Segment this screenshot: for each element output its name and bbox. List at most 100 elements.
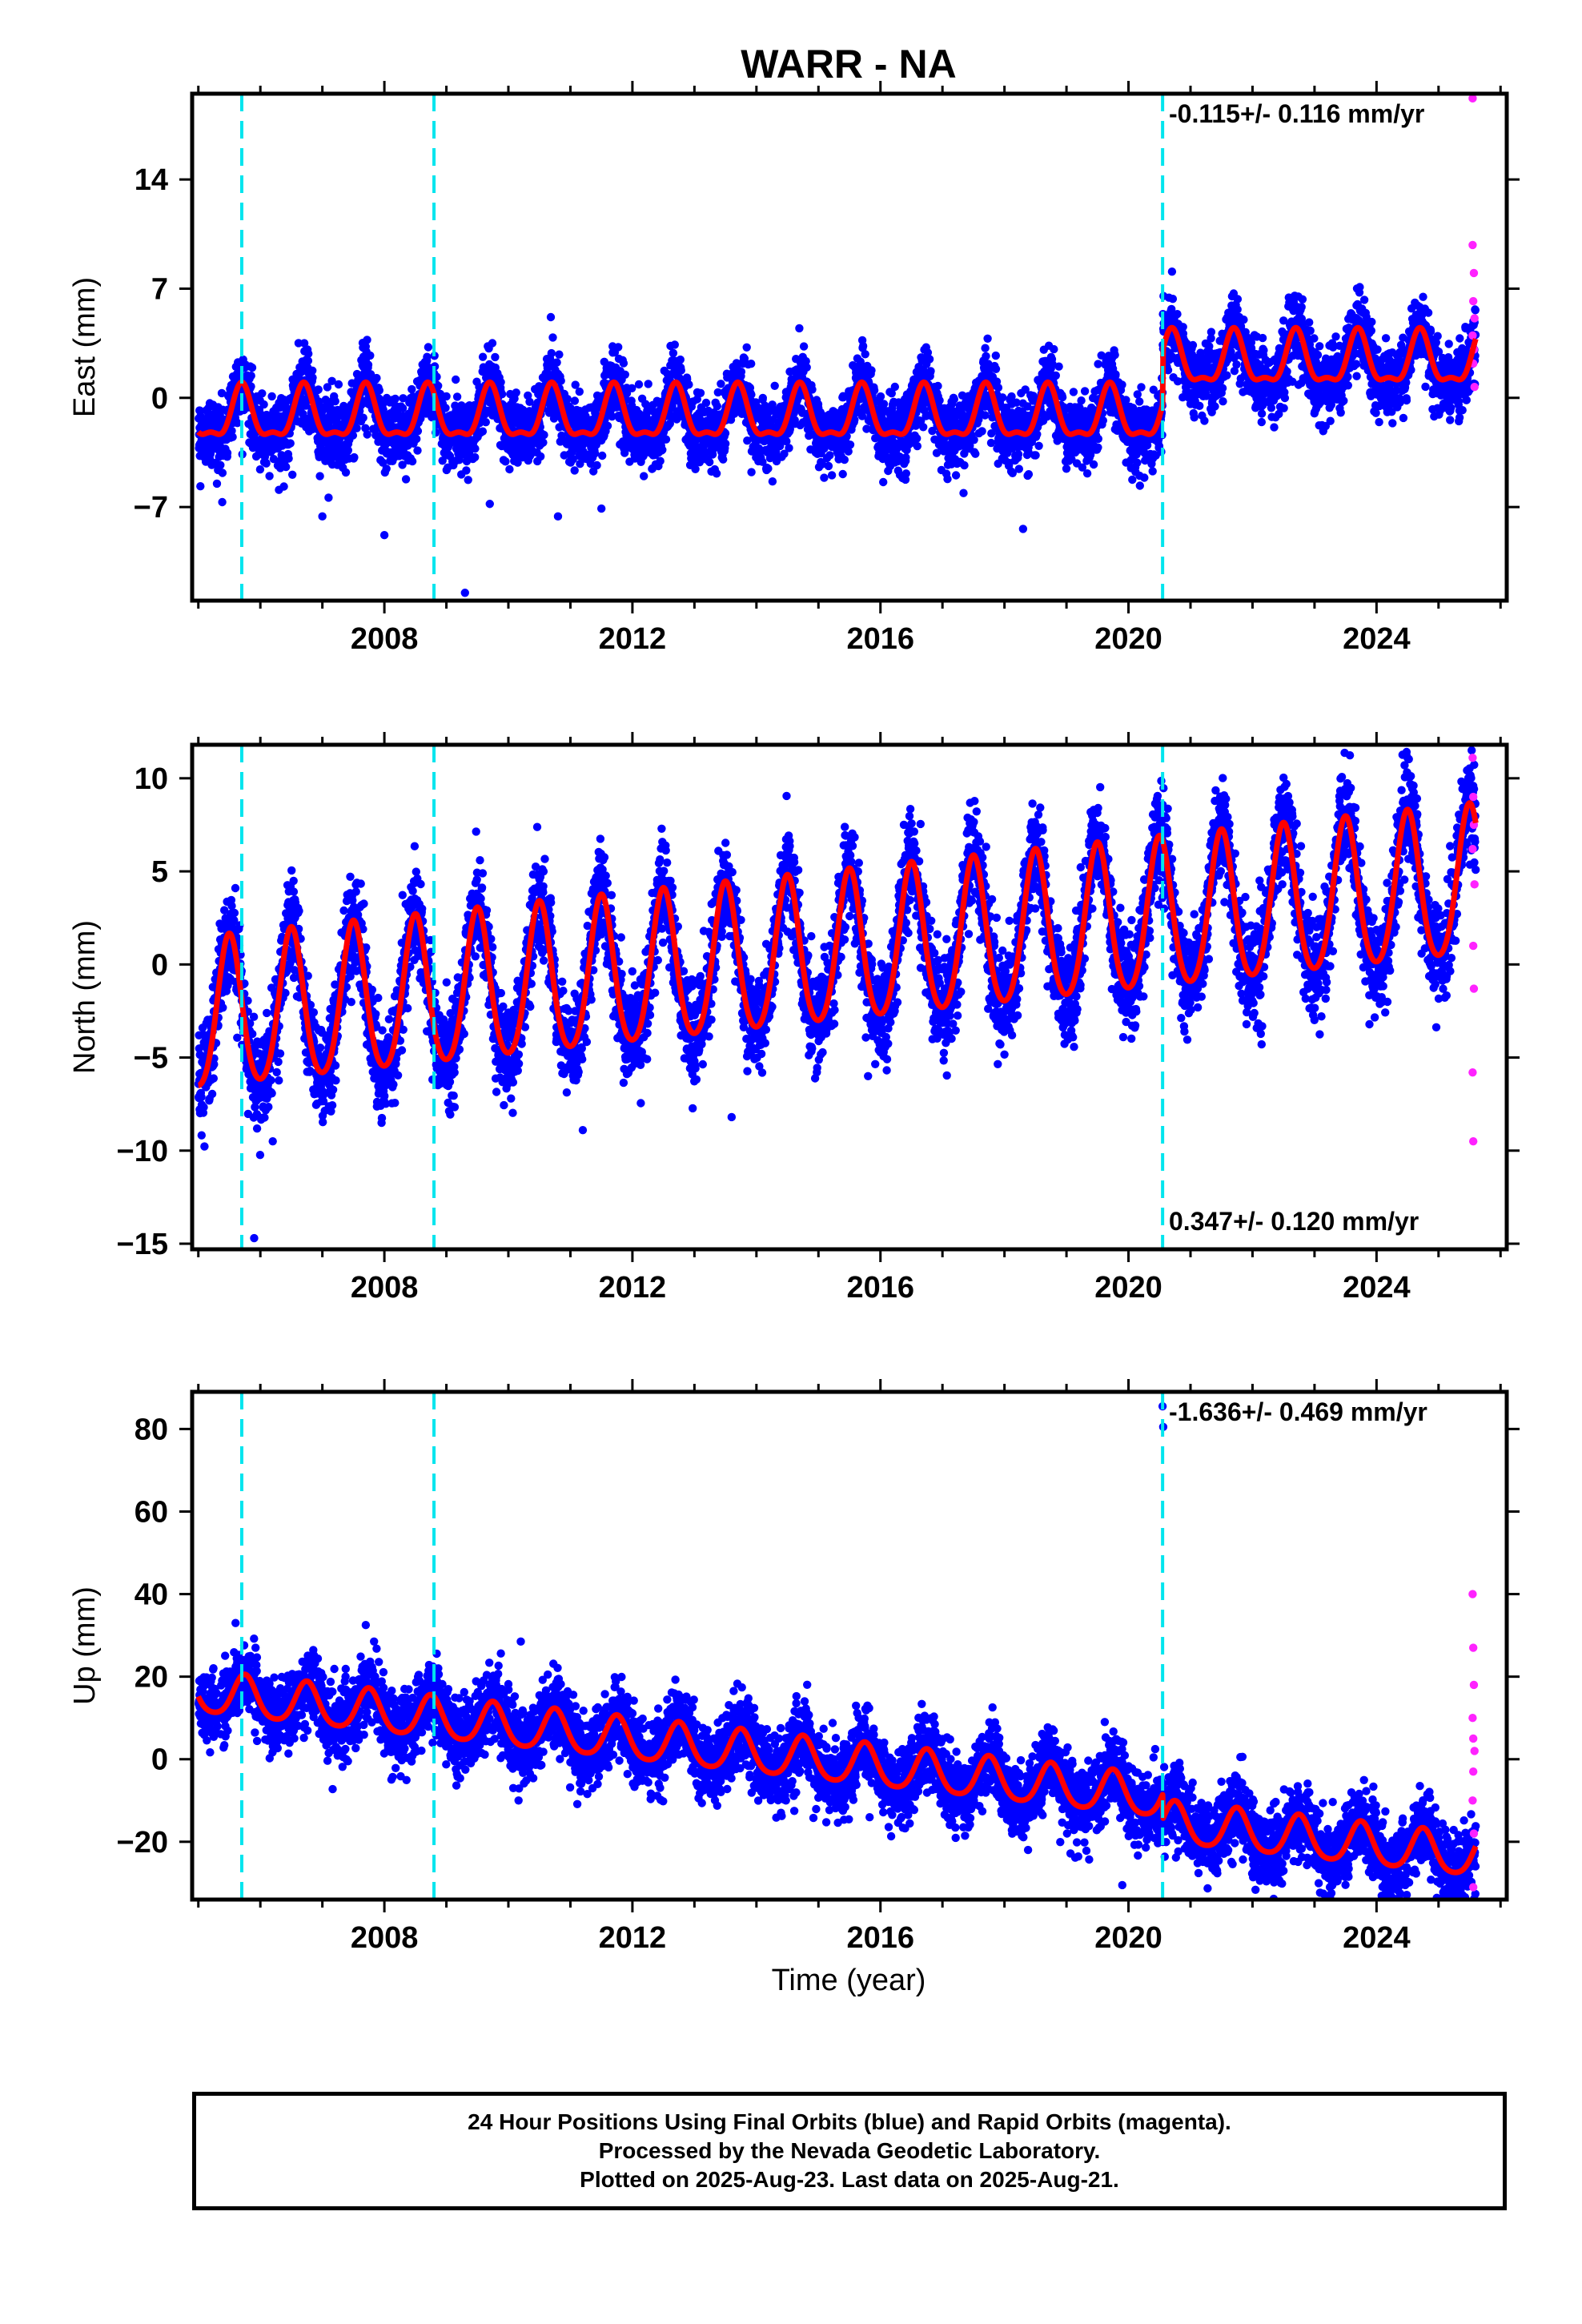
data-point [372, 373, 381, 383]
data-point [598, 451, 607, 460]
data-point [363, 336, 371, 344]
data-point [758, 393, 767, 403]
data-point [950, 395, 959, 404]
data-point [452, 375, 460, 384]
data-point [267, 392, 276, 401]
data-point [1031, 451, 1040, 460]
data-point [299, 339, 309, 348]
data-point [644, 380, 652, 388]
data-point [216, 460, 225, 469]
data-point [603, 421, 612, 430]
data-point [785, 444, 793, 452]
data-point [452, 392, 462, 401]
data-point [512, 388, 520, 397]
data-point [1128, 475, 1137, 485]
data-point [764, 464, 773, 473]
data-point [1137, 383, 1146, 392]
data-point [622, 388, 632, 398]
data-point [721, 439, 730, 448]
data-point [998, 393, 1007, 402]
data-point [570, 466, 579, 475]
data-point [1014, 464, 1024, 473]
data-point [1014, 450, 1023, 459]
data-point [696, 388, 705, 397]
data-point [1111, 370, 1120, 379]
data-point [959, 489, 968, 497]
data-point [575, 387, 584, 396]
data-point [481, 418, 490, 427]
data-point [571, 380, 580, 389]
data-point [525, 397, 534, 406]
data-point [233, 419, 242, 428]
data-point [348, 431, 358, 440]
data-point [620, 370, 629, 379]
data-point [634, 380, 644, 389]
data-point [840, 455, 849, 464]
data-point [350, 452, 359, 462]
data-point [217, 388, 227, 398]
data-point [413, 427, 423, 436]
data-point [1118, 380, 1126, 389]
data-point [462, 466, 471, 475]
data-point [717, 380, 725, 388]
data-point [1135, 397, 1144, 406]
data-point [925, 355, 934, 364]
data-point [218, 497, 227, 507]
data-point [913, 441, 922, 451]
data-point [693, 395, 701, 404]
data-point [464, 476, 472, 485]
data-point [218, 468, 227, 477]
data-point [890, 382, 900, 392]
data-point [858, 341, 868, 351]
data-point [1077, 396, 1086, 405]
data-point [570, 396, 580, 405]
data-point [478, 427, 488, 436]
data-point [934, 381, 942, 391]
data-point [820, 473, 829, 482]
data-point [747, 360, 756, 368]
data-point [334, 380, 343, 389]
data-point [661, 435, 671, 444]
data-point [363, 430, 371, 439]
data-point [382, 464, 391, 473]
data-point [247, 372, 255, 380]
data-point [1089, 460, 1098, 469]
data-point [665, 419, 674, 428]
data-point [943, 475, 952, 484]
data-point [640, 472, 648, 480]
data-point [501, 457, 510, 466]
data-point [331, 396, 339, 406]
data-point [546, 312, 556, 322]
data-point [669, 348, 678, 358]
data-point [255, 465, 265, 474]
data-point [308, 366, 317, 375]
data-point [747, 390, 756, 399]
data-point [913, 434, 921, 443]
data-point [361, 424, 370, 432]
data-point [879, 400, 889, 408]
data-point [991, 351, 1001, 360]
data-point [658, 445, 667, 454]
data-point [303, 356, 313, 365]
figure-title: WARR - NA [741, 42, 956, 86]
data-point [795, 324, 804, 333]
data-point [1098, 416, 1108, 425]
data-point [496, 378, 505, 387]
data-point [983, 334, 992, 343]
data-point [539, 438, 548, 447]
data-point [1140, 473, 1149, 482]
data-point [1051, 371, 1061, 380]
data-point [497, 390, 507, 399]
data-point [768, 477, 777, 486]
data-point [770, 381, 779, 390]
data-point [398, 404, 408, 412]
data-point [408, 384, 416, 394]
data-point [971, 449, 980, 458]
data-point [876, 392, 885, 401]
data-point [827, 471, 837, 480]
data-point [742, 343, 751, 352]
data-point [719, 455, 728, 464]
data-point [705, 457, 714, 467]
data-point [375, 386, 383, 395]
data-point [488, 339, 497, 348]
